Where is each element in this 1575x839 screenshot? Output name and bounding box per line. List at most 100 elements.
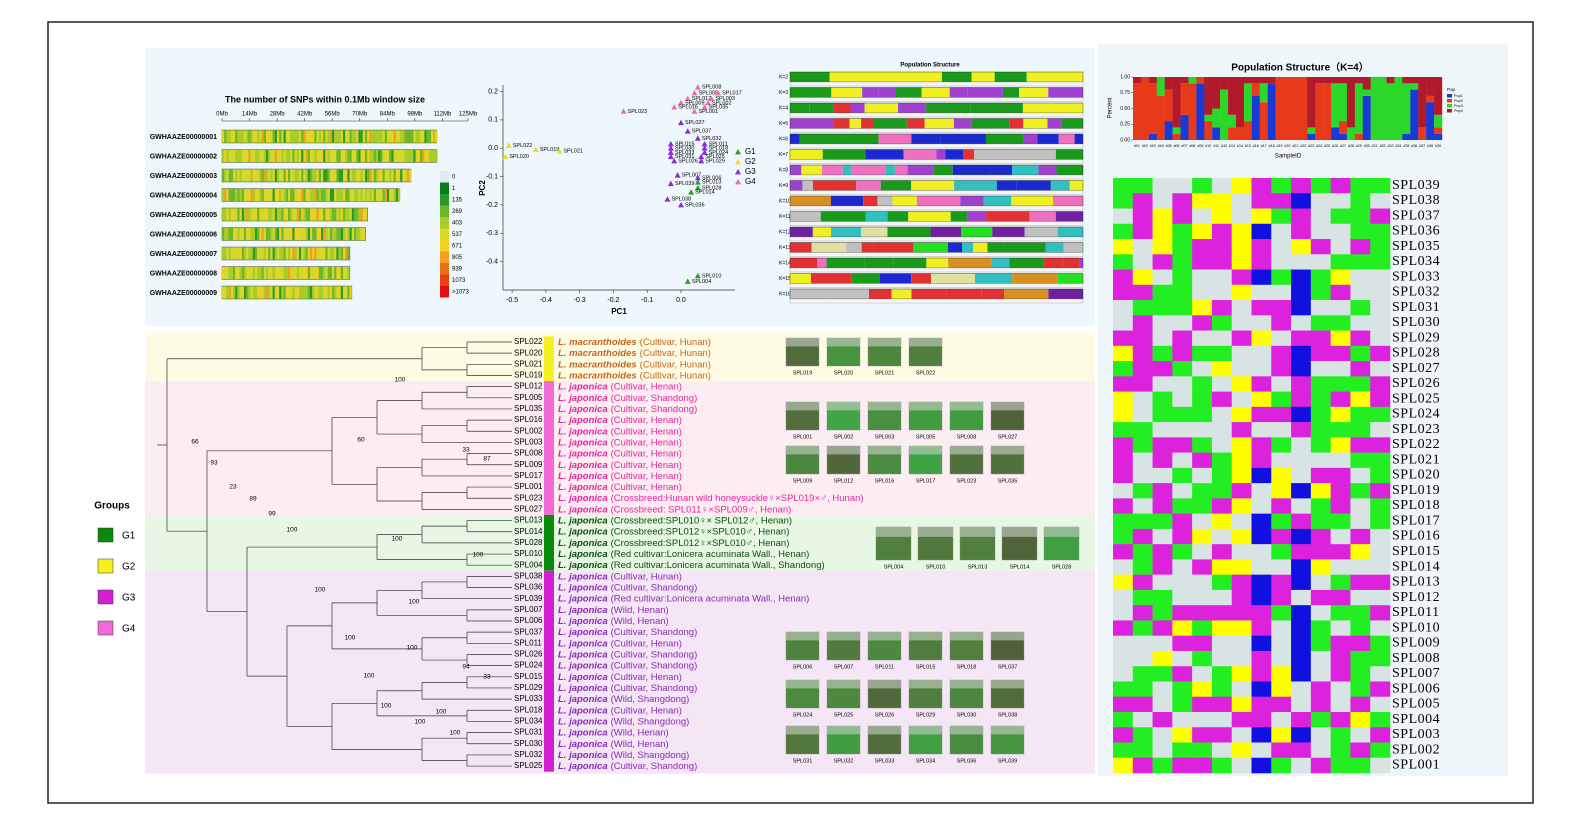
- structure-segment: [873, 242, 913, 253]
- heatmap-cell: [1211, 178, 1233, 194]
- heatmap-row-label: SPL037: [1392, 208, 1440, 223]
- density-stripe: [224, 228, 227, 240]
- heatmap-cell: [1310, 605, 1331, 621]
- heatmap-cell: [1271, 666, 1292, 682]
- heatmap-cell: [1370, 696, 1391, 713]
- k4-segment: [1228, 127, 1237, 140]
- structure-segment: [867, 72, 904, 82]
- heatmap-cell: [1172, 559, 1193, 575]
- heatmap-cell: [1231, 757, 1252, 774]
- density-stripe: [277, 150, 280, 162]
- sample-description: L. japonica (Cultivar, Henan): [558, 459, 682, 470]
- density-stripe: [246, 267, 249, 279]
- density-stripe: [334, 247, 337, 260]
- sample-id: SPL004: [514, 560, 543, 569]
- pca-point-label: SPL038: [671, 197, 691, 203]
- groups-swatch: [97, 558, 114, 574]
- heatmap-cell: [1172, 437, 1193, 453]
- density-stripe: [338, 189, 341, 201]
- pca-point-label: SPL005: [698, 90, 718, 96]
- species: L. japonica: [558, 694, 608, 705]
- density-stripe: [228, 228, 231, 240]
- density-stripe: [327, 130, 330, 143]
- structure-segment: [930, 227, 962, 237]
- snp-tick-label: 125Mb: [459, 112, 478, 118]
- k4-segment: [1148, 83, 1157, 134]
- heatmap-cell: [1350, 406, 1371, 423]
- sample-id: SPL003: [514, 438, 543, 447]
- heatmap-cell: [1251, 345, 1272, 362]
- density-stripe: [354, 130, 357, 143]
- heatmap-cell: [1310, 254, 1331, 270]
- heatmap-cell: [1271, 696, 1292, 713]
- density-stripe: [266, 247, 269, 260]
- density-stripe: [316, 247, 319, 260]
- heatmap-cell: [1310, 574, 1331, 591]
- heatmap-cell: [1370, 711, 1391, 728]
- heatmap-cell: [1231, 315, 1252, 331]
- density-stripe: [332, 228, 335, 240]
- structure-segment: [873, 118, 907, 129]
- legend-label: 269: [452, 209, 463, 215]
- chromosome-label: GWHAAZE00000003: [150, 173, 217, 180]
- density-stripe: [285, 247, 288, 260]
- heatmap-cell: [1132, 696, 1153, 713]
- heatmap-cell: [1271, 467, 1292, 484]
- density-stripe: [252, 189, 255, 201]
- heatmap-cell: [1231, 589, 1252, 606]
- groups-label: G4: [122, 624, 136, 635]
- heatmap-cell: [1251, 284, 1272, 301]
- structure-segment: [1043, 258, 1063, 268]
- heatmap-cell: [1330, 742, 1351, 759]
- k-label: K=14: [779, 260, 791, 266]
- heatmap-cell: [1370, 422, 1391, 438]
- pca-y-tick-label: 0.2: [488, 88, 498, 95]
- sample-id: SPL027: [514, 505, 543, 514]
- heatmap-cell: [1291, 559, 1312, 575]
- heatmap-cell: [1192, 650, 1213, 667]
- pca-point: [694, 179, 701, 185]
- heatmap-cell: [1310, 178, 1331, 194]
- density-stripe: [294, 286, 297, 299]
- density-stripe: [235, 208, 238, 221]
- legend-label: 671: [452, 244, 463, 250]
- density-stripe: [380, 150, 383, 162]
- heatmap-cell: [1251, 239, 1272, 255]
- density-stripe: [310, 130, 313, 143]
- heatmap-cell: [1291, 605, 1312, 621]
- sample-description: L. japonica (Wild, Shangdong): [558, 749, 689, 760]
- photo-label: SPL037: [998, 664, 1018, 670]
- k-label: K=3: [779, 90, 788, 96]
- density-stripe: [299, 169, 302, 182]
- photo-sky: [868, 402, 901, 411]
- pca-point-label: SPL018: [709, 146, 729, 152]
- heatmap-cell: [1330, 635, 1351, 652]
- heatmap-cell: [1330, 193, 1351, 209]
- sample-description: L. japonica (Cultivar, Henan): [558, 470, 682, 481]
- density-stripe: [290, 286, 293, 299]
- heatmap-cell: [1211, 574, 1233, 591]
- heatmap-cell: [1211, 742, 1233, 759]
- density-stripe: [314, 150, 317, 162]
- density-stripe: [312, 228, 315, 240]
- heatmap-cell: [1113, 391, 1134, 408]
- heatmap-cell: [1310, 223, 1331, 240]
- density-stripe: [230, 189, 233, 201]
- structure-segment: [973, 242, 988, 253]
- density-stripe: [255, 267, 258, 279]
- bootstrap-value: 100: [395, 377, 406, 384]
- heatmap-cell: [1271, 452, 1292, 469]
- heatmap-cell: [1211, 635, 1233, 652]
- structure-segment: [824, 289, 870, 299]
- density-stripe: [395, 169, 398, 182]
- heatmap-cell: [1350, 681, 1371, 698]
- heatmap-cell: [1231, 223, 1252, 240]
- heatmap-cell: [1330, 178, 1351, 194]
- density-stripe: [371, 130, 374, 143]
- density-stripe: [329, 208, 332, 221]
- density-stripe: [290, 150, 293, 162]
- density-stripe: [224, 208, 227, 221]
- k4-segment: [1331, 127, 1340, 140]
- pca-point: [667, 149, 674, 155]
- note: (Cultivar, Henan): [611, 459, 682, 470]
